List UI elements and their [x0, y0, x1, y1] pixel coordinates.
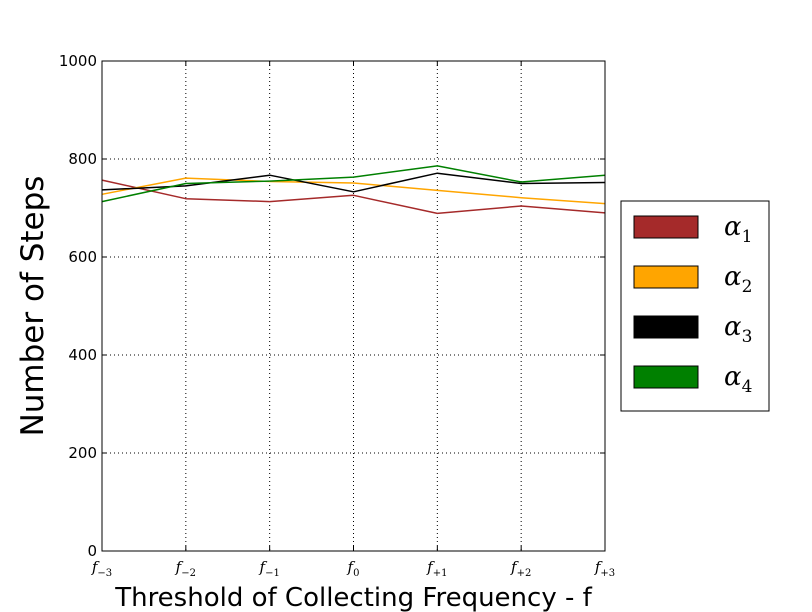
grid-lines	[102, 61, 605, 551]
x-tick-label: f−3	[91, 558, 112, 579]
series-line-1	[101, 179, 606, 215]
series-line-2	[101, 177, 606, 205]
x-tick-label: f0	[347, 558, 360, 579]
x-tick-label: f−2	[175, 558, 196, 579]
y-tick-label: 1000	[59, 52, 97, 70]
legend-label: α3	[724, 312, 752, 347]
x-tick-label: f+1	[426, 558, 447, 579]
legend-swatch	[633, 365, 699, 389]
x-tick-label: f−1	[259, 558, 280, 579]
series-line-4	[101, 165, 606, 203]
legend-label: α2	[724, 262, 752, 297]
y-tick-label: 200	[68, 444, 97, 462]
y-tick-label: 0	[87, 542, 97, 560]
y-axis-title: Number of Steps	[15, 176, 51, 437]
legend-label: α4	[724, 362, 752, 397]
legend-swatch	[633, 315, 699, 339]
legend-swatch	[633, 215, 699, 239]
x-tick-label: f+3	[594, 558, 615, 579]
legend: α1 α2 α3 α4	[620, 200, 770, 412]
legend-swatch	[633, 265, 699, 289]
series-lines	[101, 165, 606, 215]
legend-label: α1	[724, 212, 752, 247]
series-line-3	[101, 172, 606, 193]
axis-ticks: f−3 f−2 f−1 f0 f+1 f+2 f+3 0 200 400 600 800 1000	[59, 52, 615, 579]
y-tick-label: 600	[68, 248, 97, 266]
x-tick-label: f+2	[510, 558, 531, 579]
y-tick-label: 800	[68, 150, 97, 168]
x-axis-title: Threshold of Collecting Frequency - f	[114, 583, 592, 612]
y-tick-label: 400	[68, 346, 97, 364]
